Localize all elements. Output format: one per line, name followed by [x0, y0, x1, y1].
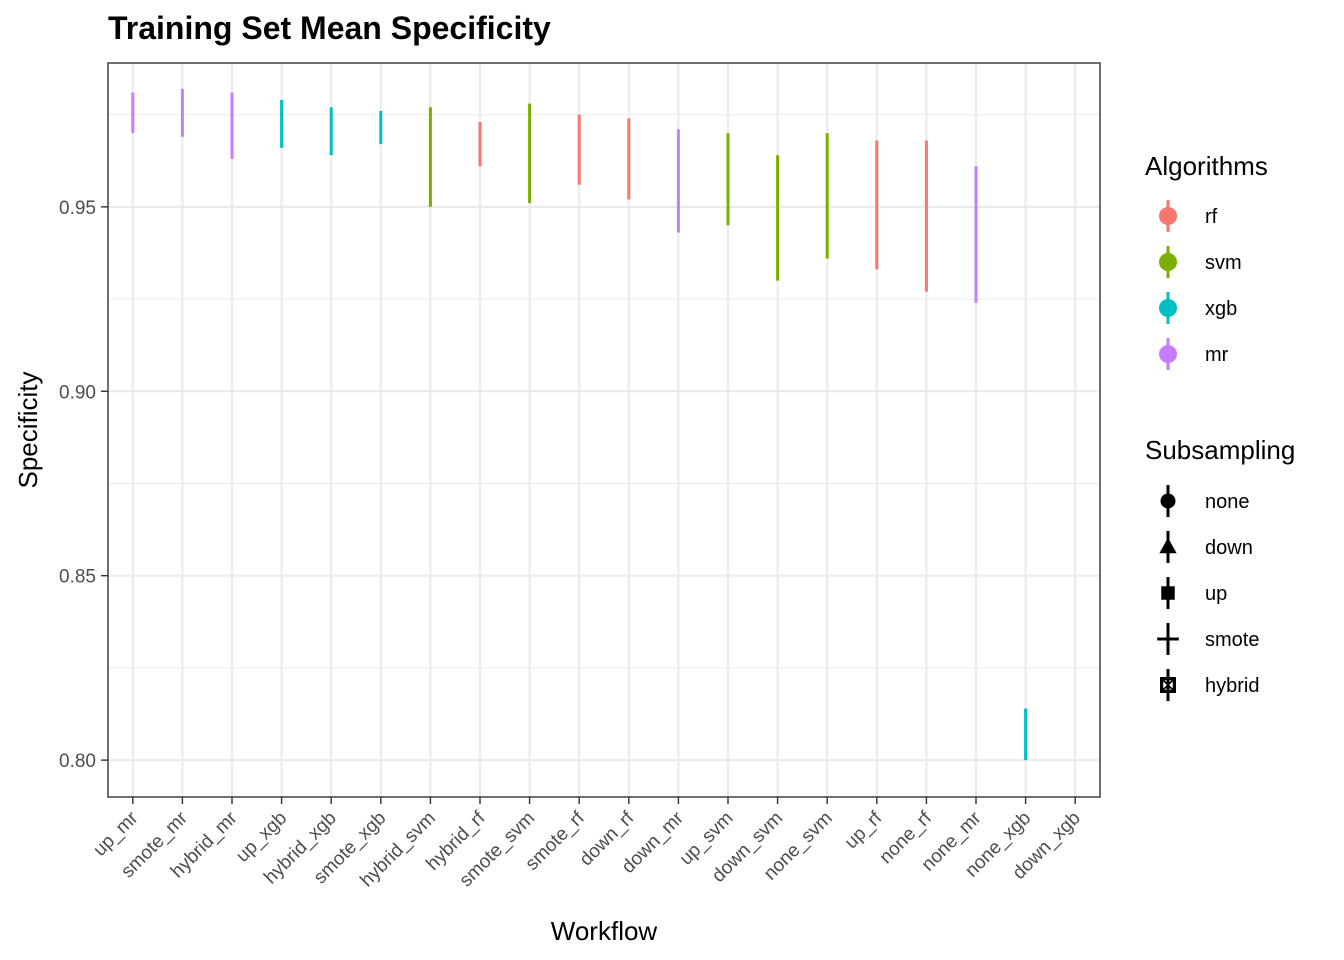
legend-key-dot: [1159, 253, 1177, 271]
legend-item-rf: rf: [1159, 200, 1218, 232]
plot-border: [107, 62, 1101, 798]
y-tick-label: 0.80: [59, 751, 96, 772]
legend-item-mr: mr: [1159, 338, 1229, 370]
legend-key-shape: [1159, 537, 1177, 554]
legend-item-hybrid: hybrid: [1160, 669, 1259, 701]
legend-algorithms-title: Algorithms: [1145, 151, 1268, 181]
y-tick-label: 0.90: [59, 382, 96, 403]
y-tick-label: 0.95: [59, 198, 96, 219]
grid-layer: [108, 63, 1100, 797]
legend-label: xgb: [1205, 298, 1237, 320]
y-tick-label: 0.85: [59, 567, 96, 588]
legend-key-shape: [1160, 677, 1176, 693]
plot-panel: [108, 63, 1100, 797]
legend-label: rf: [1205, 206, 1218, 228]
legend-key-dot: [1159, 345, 1177, 363]
legend-key-shape: [1161, 586, 1175, 600]
legend-item-up: up: [1161, 577, 1227, 609]
x-axis-title: Workflow: [551, 916, 658, 946]
legend-label: hybrid: [1205, 675, 1259, 697]
legend: Algorithms rf svm xgb mr Subsampling none down u…: [1145, 151, 1295, 701]
legend-key-shape: [1160, 493, 1176, 509]
legend-item-svm: svm: [1159, 246, 1242, 278]
x-tick-label: up_rf: [841, 807, 887, 853]
legend-subsampling-title: Subsampling: [1145, 435, 1295, 465]
boxed-x-frame: [1160, 677, 1176, 693]
data-layer: [131, 88, 1028, 761]
legend-label: mr: [1205, 344, 1229, 366]
legend-item-none: none: [1160, 485, 1250, 517]
legend-key-shape: [1157, 628, 1179, 650]
y-axis-title: Specificity: [13, 371, 43, 488]
legend-item-smote: smote: [1157, 623, 1259, 655]
legend-item-xgb: xgb: [1159, 292, 1237, 324]
legend-label: down: [1205, 537, 1253, 559]
legend-label: none: [1205, 491, 1250, 513]
legend-key-dot: [1159, 299, 1177, 317]
legend-label: up: [1205, 583, 1227, 605]
legend-label: svm: [1205, 252, 1242, 274]
boxed-x-diag2: [1161, 678, 1175, 692]
chart-title: Training Set Mean Specificity: [108, 10, 551, 46]
legend-label: smote: [1205, 629, 1259, 651]
legend-key-dot: [1159, 207, 1177, 225]
legend-item-down: down: [1159, 531, 1253, 563]
